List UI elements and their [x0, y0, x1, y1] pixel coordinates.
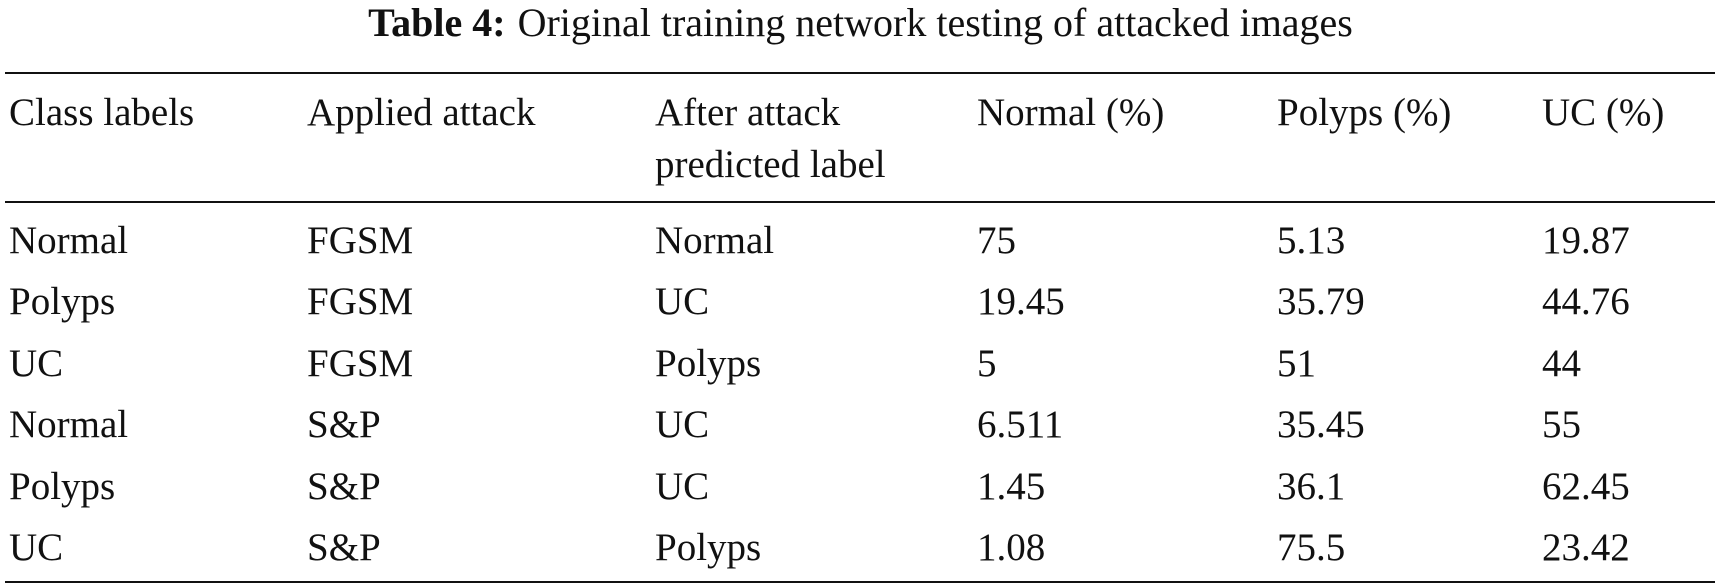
table-cell: 44.76 — [1542, 280, 1630, 324]
table-cell: 1.08 — [977, 526, 1046, 569]
table-cell: 5 — [977, 341, 997, 385]
table-cell: S&P — [307, 403, 381, 447]
table-cell: FGSM — [307, 280, 414, 324]
table-cell: 5.13 — [1277, 219, 1346, 262]
table-cell: 6.511 — [977, 403, 1064, 447]
table-cell: FGSM — [307, 341, 414, 385]
header-cell: Applied attack — [307, 91, 536, 134]
table-cell: 44 — [1542, 341, 1581, 385]
table-cell: S&P — [307, 526, 381, 569]
table-cell: FGSM — [307, 219, 414, 262]
table-cell: UC — [9, 526, 64, 569]
header-cell: After attack predicted label — [655, 91, 886, 186]
table-cell: UC — [655, 280, 710, 324]
caption-text: Original training network testing of att… — [517, 0, 1353, 45]
header-cell: Normal (%) — [977, 91, 1165, 134]
table-cell: 75 — [977, 219, 1016, 262]
table-cell: Normal — [9, 219, 129, 262]
table-cell: Normal — [655, 219, 775, 262]
table-cell: 23.42 — [1542, 526, 1630, 569]
table-cell: 35.79 — [1277, 280, 1365, 324]
table-cell: 75.5 — [1277, 526, 1346, 569]
table-cell: Polyps — [655, 526, 762, 569]
header-cell: UC (%) — [1542, 91, 1665, 134]
bottom-rule — [5, 581, 1715, 583]
top-rule — [5, 72, 1715, 74]
table-cell: Polyps — [9, 280, 116, 324]
table-cell: UC — [655, 464, 710, 508]
table-cell: 35.45 — [1277, 403, 1365, 447]
caption: Table 4: Original training network testin… — [0, 0, 1721, 46]
table-cell: 51 — [1277, 341, 1316, 385]
table-cell: 62.45 — [1542, 464, 1630, 508]
header-cell: Class labels — [9, 91, 195, 134]
table-cell: Polyps — [9, 464, 116, 508]
table-cell: 36.1 — [1277, 464, 1346, 508]
header-cell: Polyps (%) — [1277, 91, 1452, 134]
caption-label: Table 4: — [368, 0, 506, 45]
table-cell: UC — [655, 403, 710, 447]
table-cell: UC — [9, 341, 64, 385]
header-rule — [5, 201, 1715, 203]
table-cell: Polyps — [655, 341, 762, 385]
table-cell: 55 — [1542, 403, 1581, 447]
table-cell: 19.87 — [1542, 219, 1630, 262]
table-cell: Normal — [9, 403, 129, 447]
table-cell: 1.45 — [977, 464, 1046, 508]
table-cell: S&P — [307, 464, 381, 508]
table-cell: 19.45 — [977, 280, 1065, 324]
